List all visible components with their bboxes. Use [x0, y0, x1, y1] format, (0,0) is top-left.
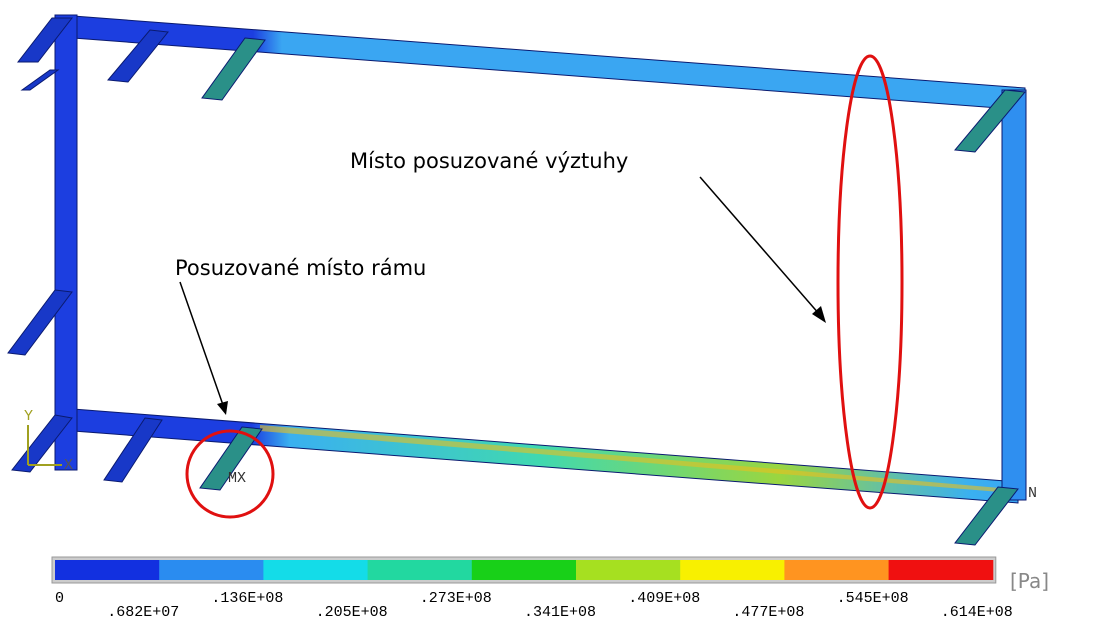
node-label: MX	[228, 470, 246, 487]
legend-swatch	[680, 560, 785, 580]
legend-label: .205E+08	[316, 604, 388, 621]
legend-label: .545E+08	[837, 590, 909, 607]
legend-label: .477E+08	[732, 604, 804, 621]
highlight-ellipse	[838, 56, 902, 508]
right-post	[1002, 90, 1026, 500]
triad-label: X	[64, 457, 73, 474]
legend-swatch	[263, 560, 368, 580]
legend-unit: [Pa]	[1010, 569, 1049, 593]
legend-swatch	[576, 560, 681, 580]
legend-label: .614E+08	[941, 604, 1013, 621]
left-post	[55, 15, 77, 470]
stub	[22, 70, 58, 90]
legend-swatch	[472, 560, 577, 580]
legend-swatch	[55, 560, 160, 580]
legend-swatch	[368, 560, 473, 580]
annotation: Místo posuzované výztuhy	[350, 149, 628, 173]
legend-label: 0	[55, 590, 64, 607]
triad-label: Y	[24, 408, 33, 425]
legend-swatch	[159, 560, 264, 580]
legend-label: .273E+08	[420, 590, 492, 607]
legend-swatch	[784, 560, 889, 580]
stress-plot: Y X MX N Místo posuzované výztuhy Posuzo…	[0, 0, 1101, 623]
annotation: Posuzované místo rámu	[175, 256, 426, 280]
arrowhead	[217, 401, 228, 415]
legend-label: .409E+08	[628, 590, 700, 607]
arrow	[700, 177, 820, 315]
node-label: N	[1028, 485, 1037, 502]
legend-swatch	[889, 560, 994, 580]
arrow	[180, 282, 223, 405]
color-legend: 0 .682E+07 .136E+08 .205E+08 .273E+08 .341E+0…	[52, 557, 1013, 621]
legend-label: .682E+07	[107, 604, 179, 621]
legend-label: .136E+08	[211, 590, 283, 607]
legend-label: .341E+08	[524, 604, 596, 621]
